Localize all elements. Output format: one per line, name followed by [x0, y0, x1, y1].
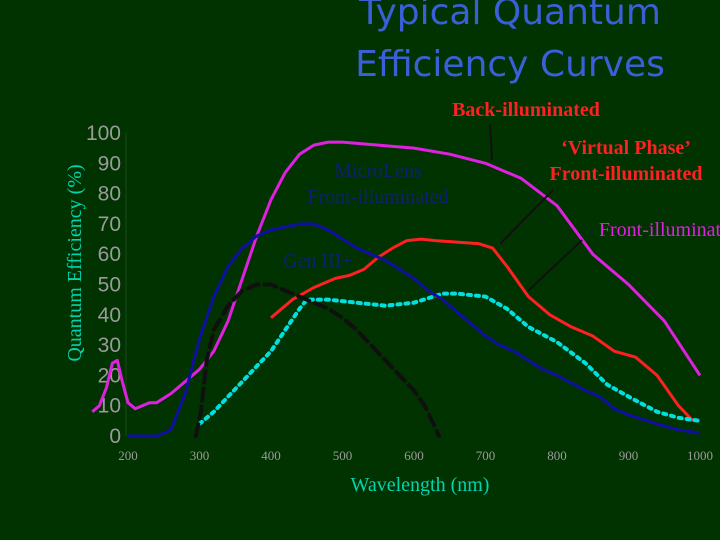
- y-tick-60: 60: [98, 243, 121, 266]
- annotation-micro-line-2: Front-illuminated: [307, 186, 448, 208]
- y-axis-label: Quantum Efficiency (%): [64, 164, 86, 361]
- series-lines: [91, 140, 702, 438]
- x-tick-500: 500: [333, 448, 353, 463]
- annotation-gen-line-1: Gen III+: [283, 250, 353, 272]
- leader-front: [527, 239, 583, 292]
- y-tick-70: 70: [98, 213, 121, 236]
- title-line-2: Efficiency Curves: [355, 44, 665, 85]
- series-front-illuminated: [197, 291, 702, 426]
- x-tick-200: 200: [118, 448, 138, 463]
- annotation-back-line-1: Back-illuminated: [452, 99, 600, 121]
- y-tick-90: 90: [98, 152, 121, 175]
- series-back-illuminated: [91, 140, 702, 413]
- annotation-micro-line-1: MicroLens: [334, 160, 422, 182]
- series-microlens: [128, 222, 701, 438]
- leader-back: [489, 123, 493, 161]
- x-tick-800: 800: [547, 448, 567, 463]
- y-tick-100: 100: [86, 122, 121, 145]
- y-tick-40: 40: [98, 304, 121, 327]
- series-virtual-phase: [270, 237, 694, 422]
- annotation-virtual-line-1: ‘Virtual Phase’: [561, 137, 691, 159]
- x-tick-600: 600: [404, 448, 424, 463]
- chart-title: Typical Quantum Efficiency Curves: [355, 0, 665, 85]
- y-tick-10: 10: [98, 395, 121, 418]
- y-tick-30: 30: [98, 334, 121, 357]
- series-gen-iii: [193, 282, 441, 438]
- annotation-virtual-line-2: Front-illuminated: [550, 163, 703, 185]
- annotation-front-line-1: Front-illuminat: [599, 219, 720, 241]
- x-tick-1000: 1000: [687, 448, 713, 463]
- leader-virtual: [499, 189, 554, 245]
- y-tick-80: 80: [98, 183, 121, 206]
- title-line-1: Typical Quantum: [358, 0, 661, 33]
- y-tick-0: 0: [109, 425, 121, 448]
- x-axis-label: Wavelength (nm): [351, 474, 490, 496]
- x-tick-700: 700: [476, 448, 496, 463]
- annotation-leaders: [489, 123, 583, 292]
- x-tick-900: 900: [619, 448, 639, 463]
- x-tick-300: 300: [190, 448, 210, 463]
- annotations: Back-illuminated ‘Virtual Phase’ Front-ill…: [283, 99, 720, 272]
- y-tick-50: 50: [98, 274, 121, 297]
- x-tick-400: 400: [261, 448, 281, 463]
